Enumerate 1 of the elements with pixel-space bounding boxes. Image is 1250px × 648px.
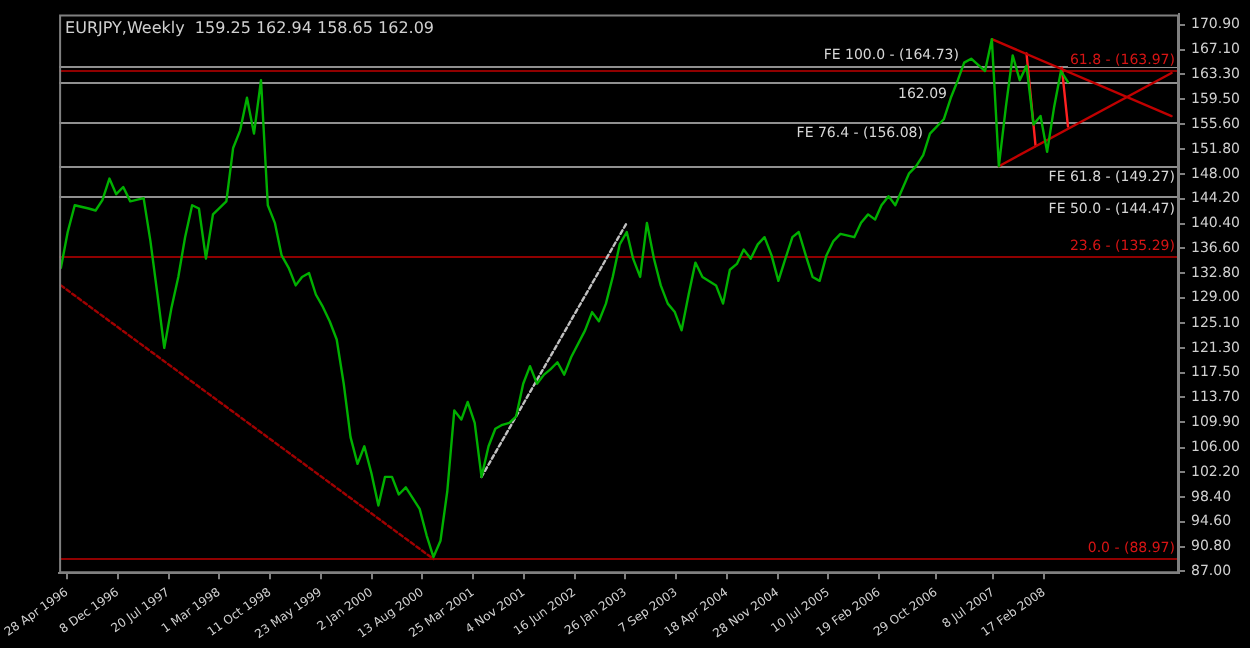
chart-title: EURJPY,Weekly 159.25 162.94 158.65 162.09 [65,18,435,37]
